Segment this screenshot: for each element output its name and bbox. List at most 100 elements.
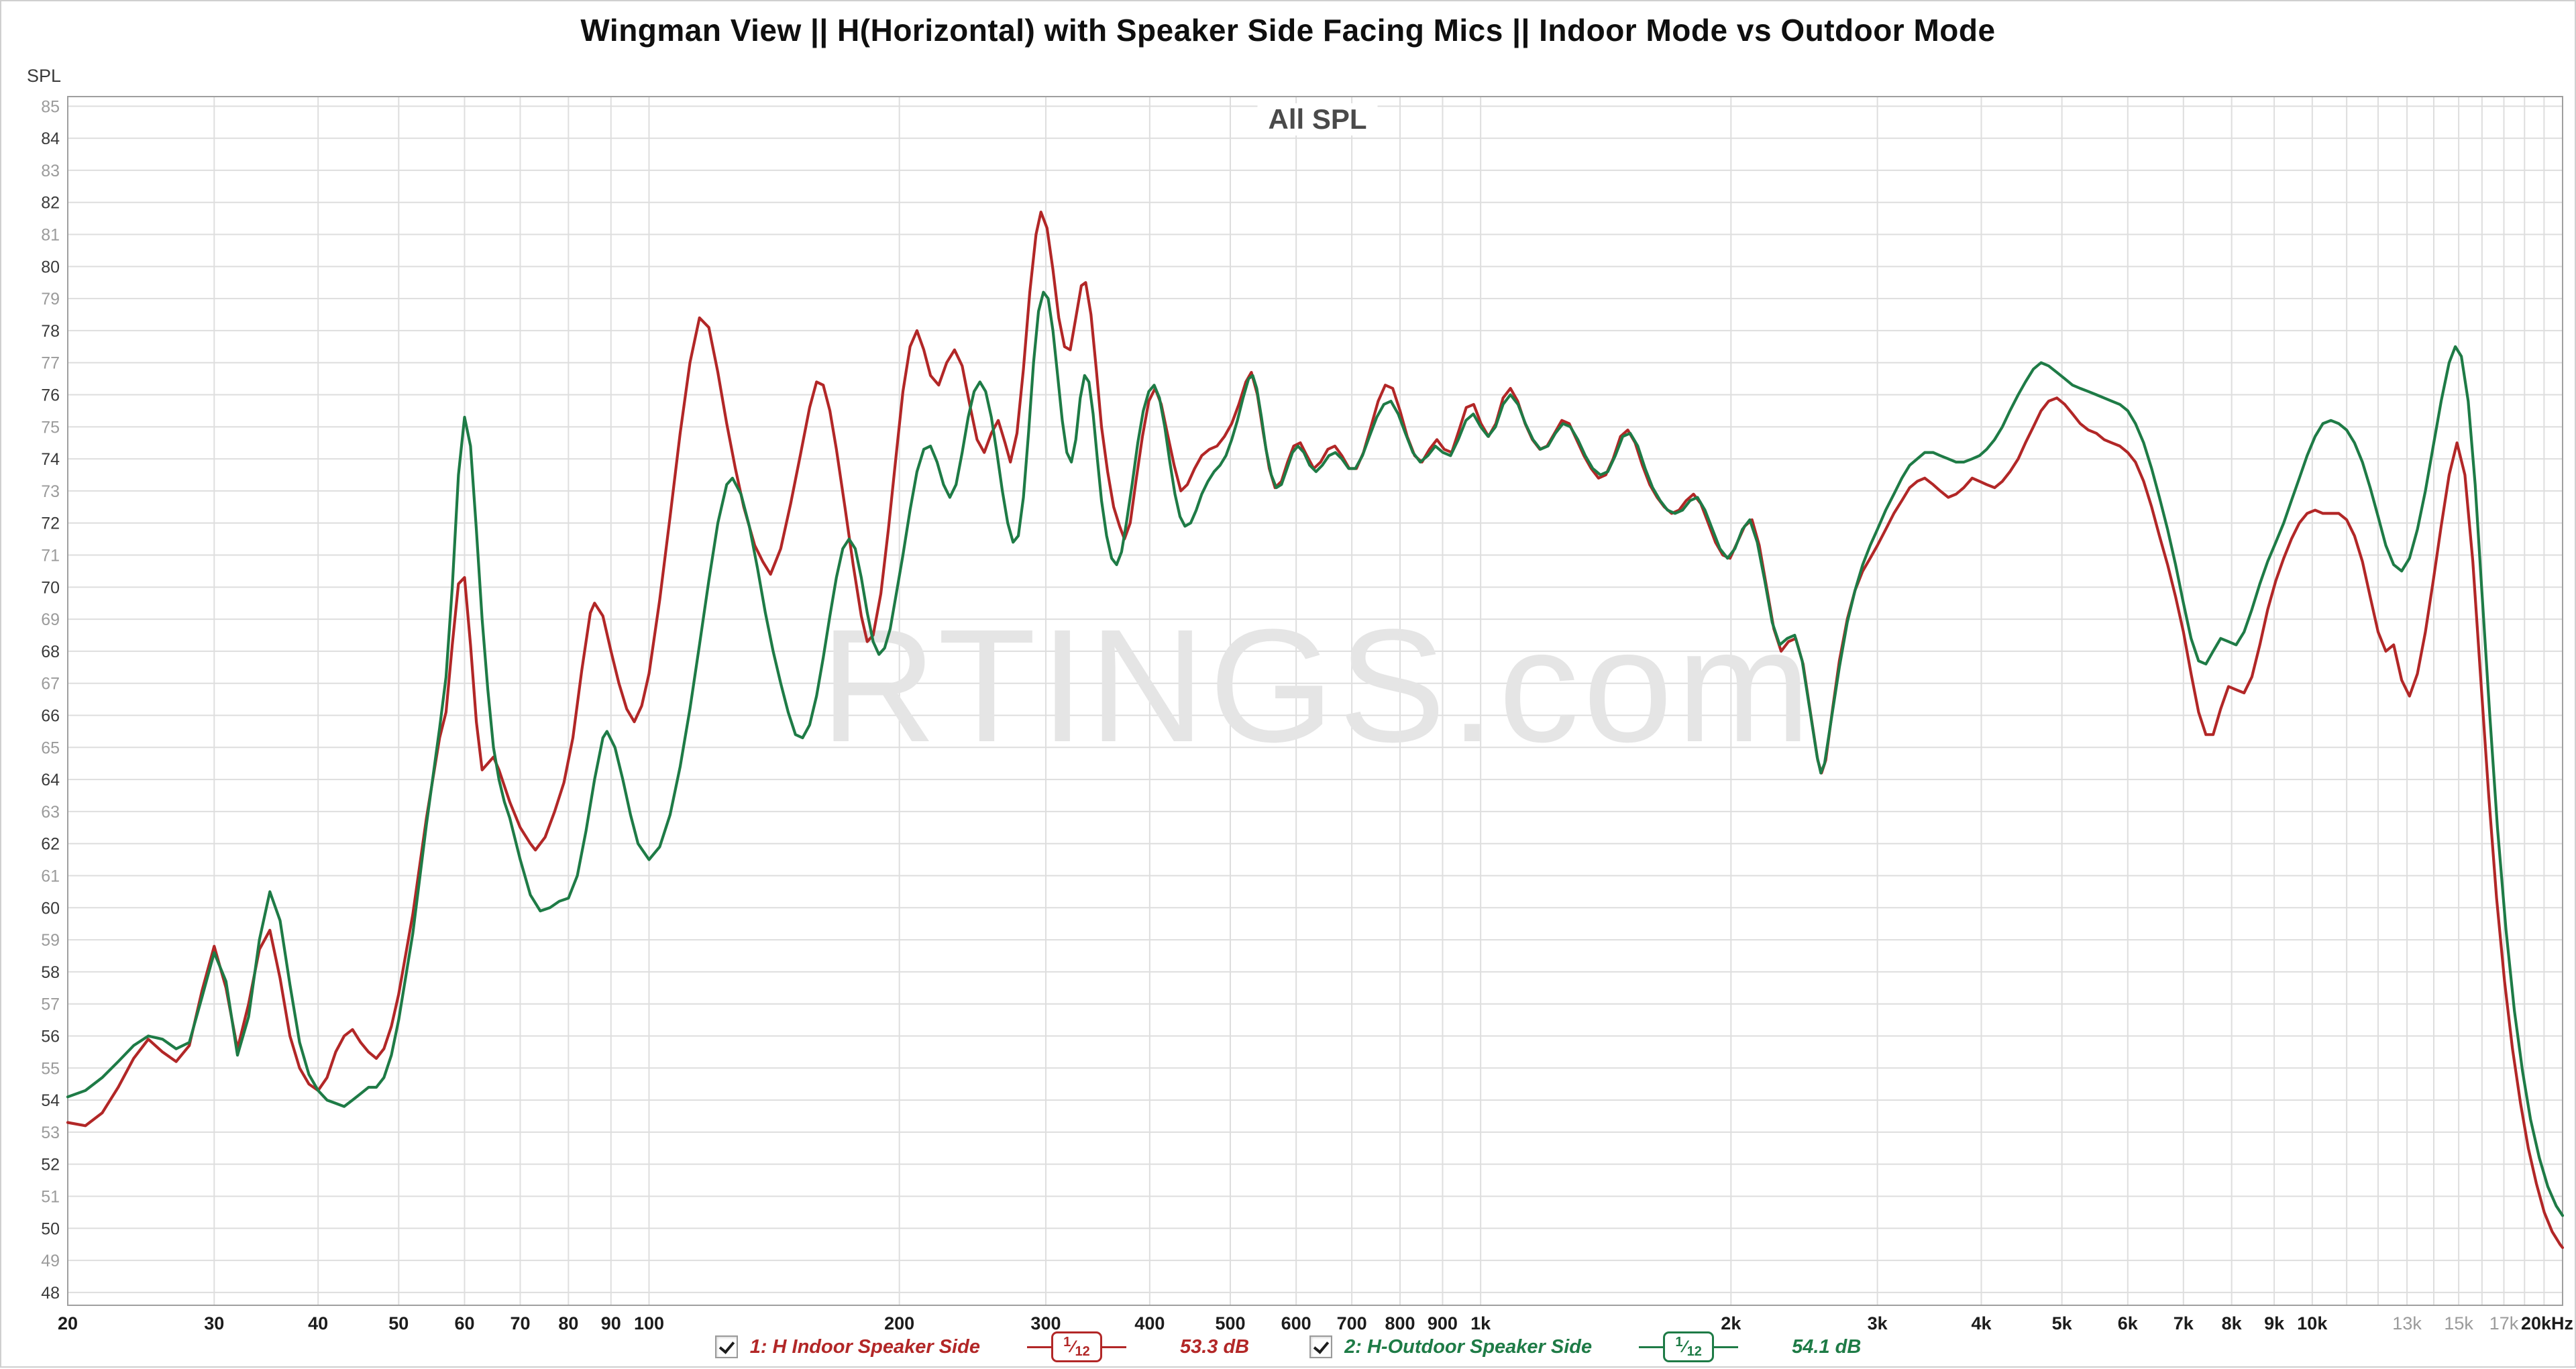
x-tick-label: 1k: [1470, 1313, 1491, 1333]
y-tick-label: 69: [41, 610, 60, 629]
y-tick-label: 84: [41, 129, 60, 148]
legend: 1: H Indoor Speaker Side 1 ⁄ 12 53.3 dB 2:…: [1, 1331, 2575, 1362]
y-tick-label: 67: [41, 675, 60, 694]
smoothing-denominator: 12: [1686, 1344, 1702, 1359]
x-tick-label: 60: [454, 1313, 474, 1333]
smoothing-control-outdoor[interactable]: 1 ⁄ 12: [1639, 1331, 1739, 1362]
x-tick-label: 900: [1428, 1313, 1458, 1333]
y-axis-unit-label: SPL: [27, 66, 62, 86]
y-tick-label: 57: [41, 995, 60, 1014]
fraction-slash-icon: ⁄: [1071, 1337, 1075, 1356]
y-tick-label: 74: [41, 450, 60, 469]
y-tick-label: 61: [41, 867, 60, 886]
plot-frame: [67, 96, 2563, 1306]
smoothing-line-icon: [1714, 1346, 1739, 1348]
x-tick-label: 5k: [2052, 1313, 2073, 1333]
y-tick-label: 54: [41, 1091, 60, 1110]
x-tick-label: 20kHz: [2521, 1313, 2573, 1333]
y-tick-label: 55: [41, 1059, 60, 1078]
x-tick-label: 8k: [2222, 1313, 2243, 1333]
legend-entry-indoor: 1: H Indoor Speaker Side 1 ⁄ 12 53.3 dB: [714, 1331, 1250, 1362]
y-tick-label: 50: [41, 1219, 60, 1238]
x-tick-label: 4k: [1971, 1313, 1992, 1333]
x-tick-label: 13k: [2392, 1313, 2422, 1333]
x-tick-label: 200: [884, 1313, 914, 1333]
x-tick-label: 400: [1134, 1313, 1165, 1333]
y-tick-label: 48: [41, 1284, 60, 1303]
x-tick-label: 17k: [2489, 1313, 2519, 1333]
x-tick-label: 70: [510, 1313, 530, 1333]
x-tick-label: 20: [58, 1313, 78, 1333]
watermark: RTINGS.com: [820, 596, 1815, 775]
y-tick-label: 73: [41, 482, 60, 501]
legend-label-outdoor: 2: H-Outdoor Speaker Side: [1344, 1335, 1593, 1358]
plot-label-all-spl: All SPL: [1257, 103, 1378, 135]
smoothing-numerator: 1: [1675, 1335, 1683, 1350]
x-tick-label: 700: [1337, 1313, 1367, 1333]
smoothing-line-icon: [1102, 1346, 1126, 1348]
x-tick-label: 9k: [2264, 1313, 2285, 1333]
y-tick-label: 78: [41, 322, 60, 341]
y-tick-label: 59: [41, 931, 60, 950]
y-tick-label: 79: [41, 290, 60, 309]
y-tick-label: 58: [41, 963, 60, 982]
legend-checkbox-outdoor[interactable]: [1309, 1335, 1333, 1358]
y-tick-label: 75: [41, 418, 60, 437]
x-tick-label: 10k: [2297, 1313, 2328, 1333]
y-tick-label: 64: [41, 771, 60, 789]
y-tick-label: 72: [41, 514, 60, 533]
y-tick-label: 56: [41, 1027, 60, 1046]
legend-value-outdoor: 54.1 dB: [1792, 1335, 1862, 1358]
x-tick-label: 15k: [2444, 1313, 2473, 1333]
smoothing-control-indoor[interactable]: 1 ⁄ 12: [1026, 1331, 1126, 1362]
smoothing-fraction-box: 1 ⁄ 12: [1663, 1331, 1715, 1362]
chart-title: Wingman View || H(Horizontal) with Speak…: [580, 13, 1996, 48]
y-tick-label: 77: [41, 354, 60, 373]
y-tick-label: 83: [41, 162, 60, 180]
legend-checkbox-indoor[interactable]: [714, 1335, 738, 1358]
x-tick-label: 2k: [1721, 1313, 1741, 1333]
x-tick-label: 30: [204, 1313, 224, 1333]
y-tick-label: 70: [41, 578, 60, 597]
y-tick-label: 66: [41, 707, 60, 726]
y-tick-label: 82: [41, 194, 60, 213]
y-tick-label: 76: [41, 386, 60, 405]
x-tick-label: 90: [601, 1313, 621, 1333]
x-tick-label: 500: [1215, 1313, 1245, 1333]
x-tick-label: 40: [308, 1313, 328, 1333]
legend-value-indoor: 53.3 dB: [1179, 1335, 1250, 1358]
legend-entry-outdoor: 2: H-Outdoor Speaker Side 1 ⁄ 12 54.1 dB: [1309, 1331, 1861, 1362]
smoothing-line-icon: [1026, 1346, 1051, 1348]
smoothing-denominator: 12: [1075, 1344, 1090, 1359]
smoothing-numerator: 1: [1063, 1335, 1071, 1350]
series-line-2: [66, 290, 2565, 1217]
smoothing-fraction-box: 1 ⁄ 12: [1051, 1331, 1102, 1362]
smoothing-line-icon: [1639, 1346, 1664, 1348]
x-tick-label: 800: [1385, 1313, 1415, 1333]
y-tick-label: 53: [41, 1124, 60, 1142]
y-tick-label: 60: [41, 899, 60, 918]
y-tick-label: 52: [41, 1156, 60, 1174]
fraction-slash-icon: ⁄: [1683, 1337, 1686, 1356]
y-tick-label: 51: [41, 1187, 60, 1206]
y-tick-label: 62: [41, 835, 60, 854]
y-tick-label: 63: [41, 803, 60, 822]
legend-label-indoor: 1: H Indoor Speaker Side: [749, 1335, 980, 1358]
y-tick-label: 80: [41, 258, 60, 276]
x-tick-label: 50: [388, 1313, 409, 1333]
x-tick-label: 600: [1281, 1313, 1311, 1333]
y-tick-label: 49: [41, 1252, 60, 1270]
x-tick-label: 300: [1030, 1313, 1061, 1333]
y-tick-label: 68: [41, 643, 60, 661]
y-tick-label: 71: [41, 547, 60, 565]
y-tick-label: 85: [41, 97, 60, 116]
x-tick-label: 3k: [1868, 1313, 1888, 1333]
x-tick-label: 6k: [2118, 1313, 2139, 1333]
x-tick-label: 80: [558, 1313, 578, 1333]
x-tick-label: 100: [634, 1313, 664, 1333]
y-tick-label: 65: [41, 738, 60, 757]
x-tick-label: 7k: [2174, 1313, 2194, 1333]
y-tick-label: 81: [41, 226, 60, 245]
